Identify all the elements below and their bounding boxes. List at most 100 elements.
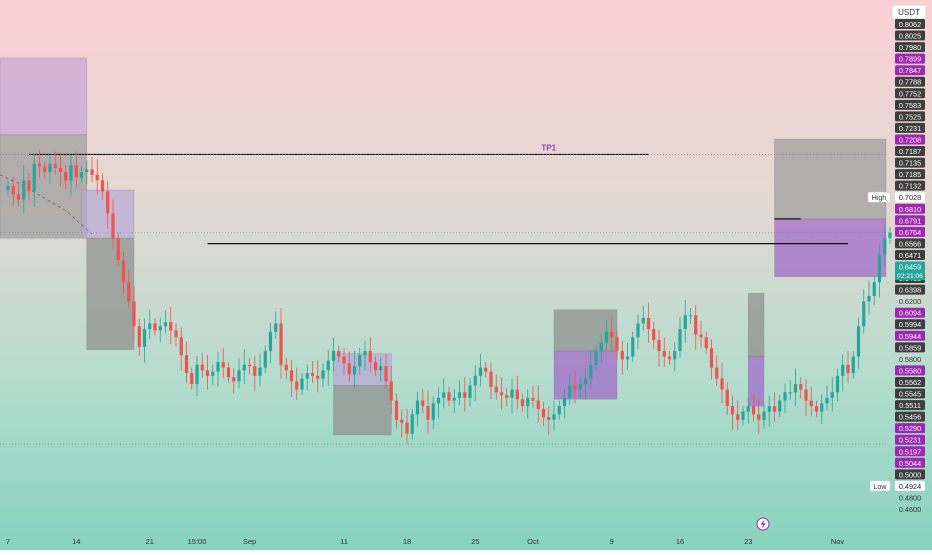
price-label-bg-32 xyxy=(895,388,925,399)
candle-body-10 xyxy=(58,167,63,173)
candle-body-38 xyxy=(205,370,210,376)
price-label-bg-6 xyxy=(895,88,925,99)
candle-body-72 xyxy=(384,366,388,382)
candle-body-28 xyxy=(153,323,157,331)
price-label-bg-0 xyxy=(895,19,925,29)
candle-body-158 xyxy=(835,375,840,393)
candle-body-77 xyxy=(410,414,414,434)
price-label-10: 0.7208 xyxy=(899,135,921,144)
candle-body-140 xyxy=(741,411,745,420)
candle-body-120 xyxy=(636,323,640,338)
candle-body-44 xyxy=(237,370,241,382)
candle-body-131 xyxy=(694,315,698,335)
price-label-bg-25 xyxy=(895,307,925,318)
candle-body-119 xyxy=(631,337,635,357)
time-tick-4: Sep xyxy=(243,537,256,546)
price-label-bg-39 xyxy=(895,469,925,480)
price-label-bg-4 xyxy=(895,65,925,76)
candle-body-14 xyxy=(79,172,84,178)
price-label-30: 0.5580 xyxy=(899,366,921,375)
candle-body-146 xyxy=(772,406,777,412)
candle-body-64 xyxy=(342,356,346,364)
price-label-36: 0.5231 xyxy=(899,436,921,445)
dashed-trend-0 xyxy=(0,174,93,235)
price-label-bg-28 xyxy=(895,342,925,353)
time-tick-3: 15:00 xyxy=(188,537,207,546)
candle-body-84 xyxy=(447,392,451,401)
candle-body-39 xyxy=(211,371,215,376)
candle-body-68 xyxy=(363,351,367,356)
candle-body-126 xyxy=(667,356,672,360)
candle-body-125 xyxy=(662,351,666,357)
candle-body-74 xyxy=(394,400,399,420)
lightning-icon[interactable] xyxy=(756,517,770,531)
candle-body-42 xyxy=(226,367,231,378)
candles-layer xyxy=(6,150,892,445)
candle-body-89 xyxy=(473,375,477,386)
candle-body-67 xyxy=(358,355,362,367)
candle-body-99 xyxy=(526,397,530,407)
countdown-bg xyxy=(895,271,925,280)
price-label-bg-16 xyxy=(895,203,925,214)
candle-body-2 xyxy=(16,194,21,200)
candle-body-104 xyxy=(552,414,556,420)
price-label-17: 0.6791 xyxy=(899,216,921,225)
candle-body-162 xyxy=(856,326,861,357)
candle-body-6 xyxy=(37,163,42,167)
candle-body-112 xyxy=(594,351,598,365)
price-label-bg-36 xyxy=(895,434,925,445)
candle-body-157 xyxy=(830,392,834,398)
price-label-1: 0.8025 xyxy=(899,32,921,41)
price-label-31: 0.5562 xyxy=(899,378,921,387)
price-label-bg-23 xyxy=(895,284,925,295)
candle-body-31 xyxy=(169,322,173,331)
candle-body-59 xyxy=(316,375,320,379)
time-tick-9: 9 xyxy=(610,537,614,546)
candle-body-57 xyxy=(305,373,309,379)
candle-body-58 xyxy=(310,373,315,376)
candle-body-43 xyxy=(232,377,236,382)
candle-body-78 xyxy=(415,400,420,415)
extras-layer: High Low xyxy=(756,191,891,531)
price-label-9: 0.7231 xyxy=(899,124,921,133)
candle-body-160 xyxy=(846,364,850,374)
candle-body-3 xyxy=(22,180,26,200)
price-label-bg-26 xyxy=(895,319,925,330)
candle-body-35 xyxy=(190,373,194,385)
price-label-38: 0.5044 xyxy=(899,459,921,468)
candle-body-134 xyxy=(709,348,714,368)
candle-body-16 xyxy=(90,169,94,175)
candle-body-79 xyxy=(421,400,425,407)
candle-body-107 xyxy=(568,385,572,398)
candle-body-75 xyxy=(400,419,404,423)
price-label-bg-15 xyxy=(895,192,925,203)
price-label-bg-35 xyxy=(895,423,925,434)
candle-body-18 xyxy=(100,180,105,192)
candle-body-127 xyxy=(673,351,677,360)
candle-body-40 xyxy=(216,362,220,372)
candle-body-66 xyxy=(352,366,357,375)
candle-body-80 xyxy=(426,406,430,420)
candle-body-165 xyxy=(872,282,876,296)
candle-body-37 xyxy=(200,364,204,371)
candle-body-8 xyxy=(48,163,52,173)
time-axis: 7 14 21 15:00 Sep 11 18 25 Oct 9 16 23 Nov xyxy=(0,530,886,546)
price-label-25: 0.6094 xyxy=(899,309,921,318)
candle-body-96 xyxy=(510,389,514,398)
price-label-24: 0.6200 xyxy=(899,297,921,306)
candle-body-121 xyxy=(641,318,645,324)
candle-body-161 xyxy=(851,356,855,374)
candle-body-154 xyxy=(814,406,819,412)
candle-body-143 xyxy=(757,414,761,420)
price-label-32: 0.5545 xyxy=(899,390,921,399)
candle-body-108 xyxy=(573,385,577,390)
price-label-6: 0.7752 xyxy=(899,89,921,98)
candle-body-51 xyxy=(274,323,278,332)
candle-body-24 xyxy=(132,301,136,327)
candle-body-109 xyxy=(578,384,582,390)
low-badge xyxy=(869,480,891,492)
price-label-bg-40 xyxy=(895,480,925,491)
price-label-7: 0.7583 xyxy=(899,101,921,110)
